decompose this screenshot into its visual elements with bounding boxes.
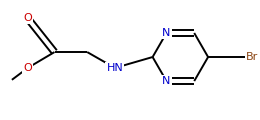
Text: Br: Br [246, 52, 258, 62]
Text: N: N [162, 76, 171, 86]
Text: O: O [23, 63, 32, 73]
Text: HN: HN [107, 63, 123, 73]
Text: N: N [162, 28, 171, 38]
Text: O: O [23, 13, 32, 23]
